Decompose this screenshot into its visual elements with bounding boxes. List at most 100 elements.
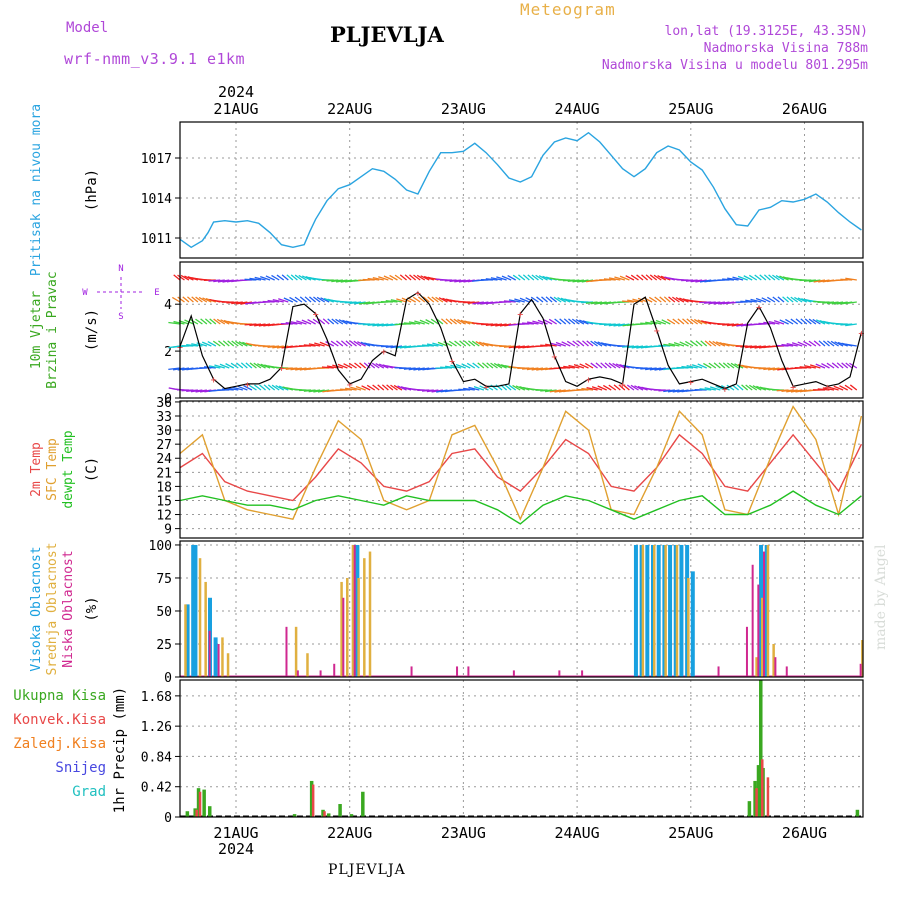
- wind-barb: [790, 296, 799, 303]
- wind-barb: [243, 385, 253, 391]
- wind-barb: [658, 389, 671, 392]
- bar-cloud-0: [668, 544, 673, 677]
- wind-speed-marker: +: [517, 310, 523, 321]
- bar-cloud-1: [346, 577, 349, 677]
- wind-barb: [785, 318, 794, 325]
- wind-barb: [554, 318, 562, 325]
- wind-barb: [275, 384, 285, 391]
- year-bottom: 2024: [218, 840, 254, 858]
- bar-cloud-2: [208, 630, 211, 677]
- wind-barb: [177, 296, 185, 303]
- wind-barb: [666, 318, 676, 325]
- bar-cloud-2: [456, 666, 459, 677]
- wind-barb: [417, 296, 426, 303]
- wind-barb: [501, 275, 512, 281]
- wind-barb: [708, 362, 717, 369]
- wind-barb: [804, 279, 816, 282]
- bar-precip-0: [338, 804, 342, 817]
- wind-barb: [168, 367, 181, 371]
- wind-barb: [497, 363, 507, 369]
- wind-barb: [208, 279, 221, 282]
- wind-barb: [549, 296, 558, 303]
- bar-cloud-1: [766, 544, 770, 677]
- ytick-label-precip: 0.84: [141, 750, 172, 765]
- wind-barb: [726, 323, 739, 327]
- label-pressure-0: Pritisak na nivou mora: [29, 104, 44, 276]
- wind-barb: [577, 279, 589, 283]
- wind-barb: [278, 298, 289, 303]
- wind-barb: [449, 318, 457, 325]
- wind-barb: [685, 340, 694, 347]
- wind-barb: [467, 301, 480, 305]
- bar-cloud-2: [342, 597, 345, 677]
- wind-barb: [677, 318, 685, 325]
- wind-barb: [584, 362, 594, 369]
- wind-barb: [414, 320, 425, 325]
- wind-barb: [722, 323, 735, 326]
- wind-barb: [271, 274, 280, 281]
- bar-cloud-2: [558, 670, 561, 677]
- wind-barb: [331, 279, 343, 283]
- wind-barb: [386, 384, 394, 391]
- wind-barb: [603, 323, 616, 326]
- wind-barb: [625, 275, 635, 281]
- wind-barb: [608, 323, 621, 327]
- wind-barb: [615, 363, 626, 369]
- wind-barb: [340, 279, 353, 283]
- bar-cloud-0: [213, 637, 218, 677]
- wind-barb: [740, 345, 753, 348]
- wind-barb: [322, 318, 330, 325]
- wind-barb: [473, 385, 485, 391]
- wind-barb: [726, 362, 735, 369]
- bar-cloud-0: [185, 604, 190, 677]
- wind-barb: [704, 387, 716, 391]
- wind-barb: [204, 366, 216, 369]
- wind-barb: [285, 367, 298, 370]
- wind-barb: [803, 340, 812, 347]
- time-label-bottom-4: 25AUG: [668, 824, 713, 842]
- wind-barb: [781, 389, 794, 393]
- wind-barb: [222, 340, 230, 347]
- wind-barb: [372, 276, 384, 281]
- wind-barb: [679, 297, 689, 303]
- bar-precip-0: [208, 806, 212, 817]
- bar-cloud-0: [193, 544, 198, 677]
- wind-barb: [180, 274, 190, 281]
- label-cloud-2: Niska Oblacnost: [61, 550, 76, 667]
- ytick-label-precip: 0.42: [141, 781, 172, 796]
- wind-barb: [740, 300, 753, 303]
- wind-barb: [348, 362, 357, 369]
- wind-barb: [231, 301, 243, 305]
- wind-barb: [732, 276, 744, 281]
- wind-barb: [385, 345, 398, 348]
- wind-barb: [600, 362, 608, 369]
- wind-barb: [704, 340, 712, 347]
- wind-barb: [459, 340, 467, 347]
- ytick-label-temperature: 21: [156, 466, 172, 481]
- wind-barb: [421, 389, 434, 392]
- time-label-bottom-3: 24AUG: [555, 824, 600, 842]
- label-precip-2: Zaledj.Kisa: [13, 736, 106, 752]
- wind-barb: [582, 340, 589, 347]
- wind-barb: [844, 384, 853, 391]
- wind-barb: [585, 301, 598, 304]
- wind-barb: [827, 340, 835, 347]
- wind-barb: [490, 362, 498, 369]
- wind-barb: [385, 300, 398, 303]
- wind-barb: [736, 384, 744, 391]
- wind-barb: [354, 301, 366, 305]
- wind-barb: [342, 319, 353, 325]
- bar-cloud-1: [861, 640, 864, 677]
- wind-barb: [613, 384, 621, 391]
- wind-barb: [426, 343, 439, 347]
- wind-barb: [548, 318, 557, 325]
- time-label-top-3: 24AUG: [555, 100, 600, 118]
- bar-cloud-0: [633, 544, 638, 677]
- wind-barb: [343, 363, 353, 369]
- wind-barb: [408, 367, 421, 371]
- bar-precip-1: [198, 791, 202, 817]
- wind-barb: [849, 384, 858, 391]
- wind-barb: [759, 274, 767, 281]
- ytick-label-temperature: 9: [164, 523, 172, 538]
- label-cloud-0: Visoka Oblacnost: [29, 546, 44, 671]
